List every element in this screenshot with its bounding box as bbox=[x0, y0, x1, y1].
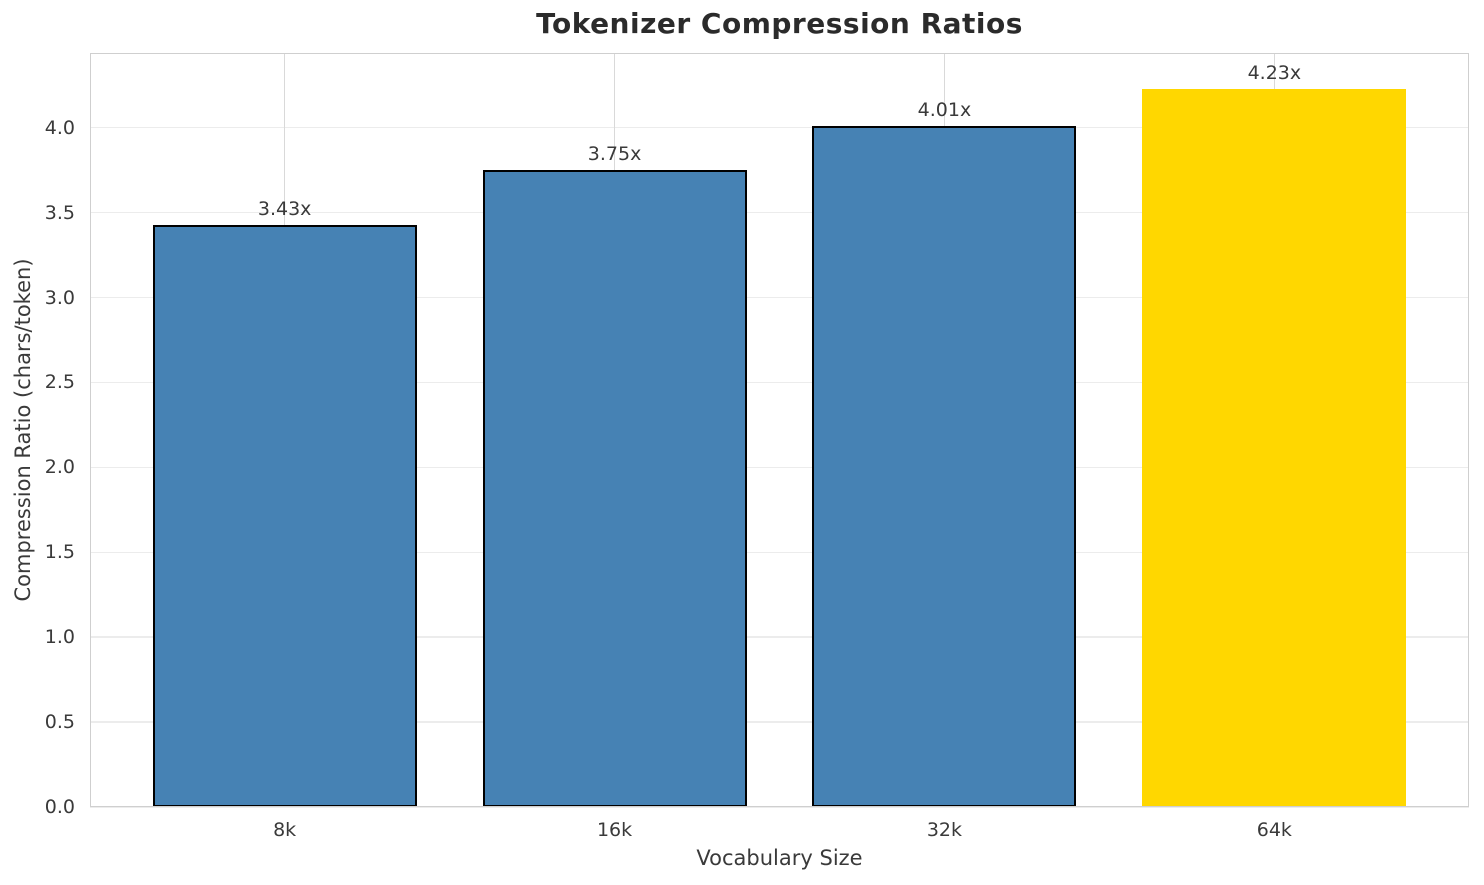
h-gridline bbox=[90, 721, 1469, 723]
plot-area: 3.43x 3.75x 4.01x 4.23x bbox=[90, 53, 1469, 808]
bar-value-label: 4.23x bbox=[1247, 61, 1302, 84]
bar-8k bbox=[152, 224, 417, 807]
chart-title: Tokenizer Compression Ratios bbox=[536, 7, 1023, 40]
y-tick-label: 0.0 bbox=[44, 796, 75, 818]
x-tick-label: 64k bbox=[1256, 819, 1292, 841]
y-tick-label: 3.0 bbox=[44, 286, 75, 309]
h-gridline bbox=[90, 806, 1469, 808]
bar-32k bbox=[812, 126, 1077, 807]
y-tick-label: 0.5 bbox=[44, 711, 75, 734]
x-tick-label: 32k bbox=[926, 819, 963, 841]
h-gridline bbox=[90, 381, 1469, 384]
y-tick-label: 2.5 bbox=[44, 371, 75, 394]
h-gridline bbox=[90, 296, 1469, 299]
bar-value-label: 3.43x bbox=[257, 197, 312, 220]
y-tick-label: 1.0 bbox=[44, 626, 75, 649]
x-tick-label: 8k bbox=[273, 819, 297, 841]
y-tick-label: 4.0 bbox=[44, 116, 75, 139]
y-tick-label: 1.5 bbox=[44, 541, 75, 564]
h-gridline bbox=[90, 636, 1469, 638]
h-gridline bbox=[90, 126, 1469, 129]
bar-value-label: 4.01x bbox=[917, 99, 972, 122]
y-tick-label: 3.5 bbox=[44, 201, 75, 224]
h-gridline bbox=[90, 466, 1469, 469]
bar-64k bbox=[1142, 88, 1407, 807]
bar-value-label: 3.75x bbox=[587, 143, 642, 166]
x-axis-label: Vocabulary Size bbox=[696, 846, 863, 870]
y-tick-label: 2.0 bbox=[44, 456, 75, 479]
h-gridline bbox=[90, 211, 1469, 214]
h-gridline bbox=[90, 551, 1469, 554]
x-tick-label: 16k bbox=[596, 819, 633, 841]
bar-16k bbox=[482, 170, 747, 807]
